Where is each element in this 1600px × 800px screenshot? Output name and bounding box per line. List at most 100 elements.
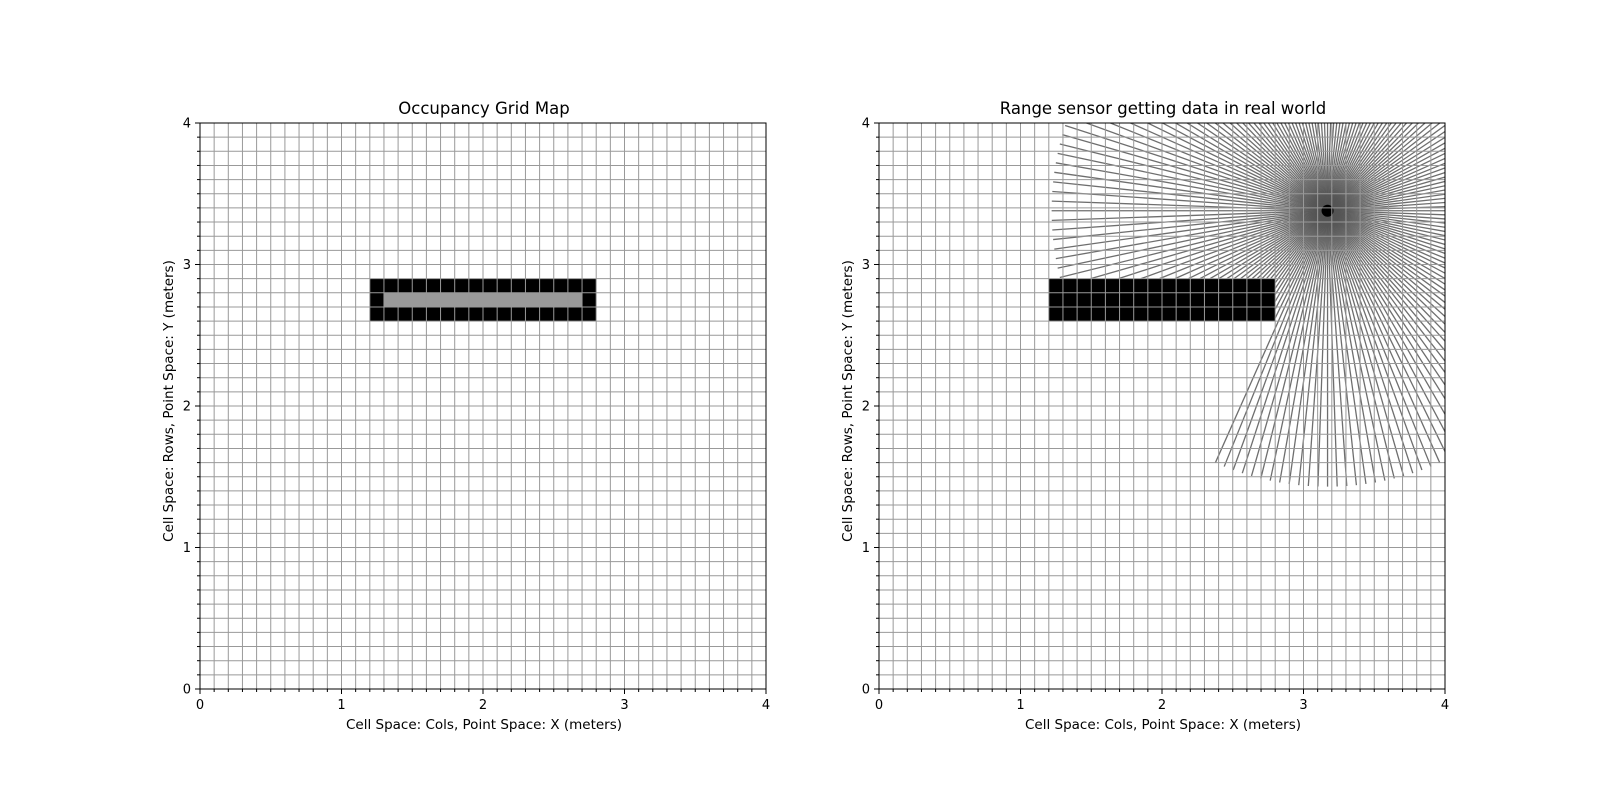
sensor-ray [1326,123,1335,211]
sensor-ray [1327,123,1414,212]
sensor-ray [1229,123,1328,212]
y-tick-label: 3 [183,258,191,273]
sensor-ray [1327,171,1445,212]
sensor-ray [1327,210,1445,400]
sensor-ray [1327,210,1445,233]
sensor-ray [1327,210,1445,250]
sensor-ray [1323,123,1329,211]
x-tick-label: 2 [1158,698,1166,713]
sensor-ray [1055,162,1328,212]
sensor-ray [1276,123,1329,212]
sensor-ray [1326,210,1338,487]
y-tick-label: 4 [862,117,870,132]
sensor-ray [1327,123,1420,212]
x-tick-label: 3 [1299,698,1307,713]
sensor-ray [1054,171,1328,212]
sensor-ray [1326,210,1445,433]
sensor-ray [1327,123,1403,212]
sensor-ray [1326,210,1432,467]
ticks [874,122,1446,694]
sensor-ray [1326,123,1361,211]
plot-area: 0 1 2 3 4 0 1 2 3 4 [183,117,770,714]
sensor-ray [1284,123,1329,212]
sensor-ray [1327,180,1445,212]
x-axis-label: Cell Space: Cols, Point Space: X (meters… [346,717,622,733]
sensor-ray [1241,210,1329,474]
sensor-ray [1327,147,1445,212]
sensor-ray [1235,123,1329,212]
sensor-ray [1054,210,1328,250]
sensor-ray [1326,210,1405,477]
sensor-ray [1128,123,1328,212]
chart-title: Range sensor getting data in real world [1000,99,1326,118]
sensor-ray [1327,176,1445,212]
sensor-ray [1214,210,1329,464]
sensor-ray [1327,123,1434,212]
sensor-ray [1326,210,1367,485]
sensor-ray [1247,123,1329,212]
sensor-ray [1161,123,1328,212]
sensor-ray [1327,210,1445,297]
sensor-ray [1326,123,1372,212]
plot-content [200,123,766,689]
sensor-ray [1291,123,1329,211]
sensor-ray [1223,210,1329,467]
sensor-ray [1327,210,1445,259]
sensor-ray [1327,123,1408,212]
sensor-ray [1327,157,1445,212]
sensor-ray [1287,123,1329,211]
y-tick-label: 4 [183,117,191,132]
sensor-ray [1327,210,1445,220]
sensor-ray [1327,210,1445,318]
sensor-ray [1258,123,1329,212]
sensor-ray [1327,210,1445,274]
y-tick-label: 0 [862,683,870,698]
sensor-ray [1327,152,1445,212]
sensor-ray [1327,123,1384,212]
grid [879,123,1445,689]
sensor-ray [1326,210,1377,483]
sensor-ray [1327,210,1445,387]
x-tick-label: 4 [1441,698,1449,713]
sensor-ray [1327,123,1441,212]
sensor-ray [1305,123,1329,211]
x-tick-label: 0 [875,698,883,713]
sensor-ray [1317,210,1329,487]
sensor-ray [1084,123,1328,212]
sensor-ray [1205,123,1328,212]
sensor-ray [1059,143,1328,212]
sensor-ray [1327,210,1445,264]
sensor-ray [1326,210,1348,487]
sensor-ray [1221,123,1328,212]
sensor-ray [1051,200,1328,212]
sensor-ray [1327,210,1445,374]
sensor-ray [1327,123,1426,212]
x-tick-label: 2 [479,698,487,713]
sensor-ray [1327,210,1445,237]
sensor-ray [1280,123,1329,212]
sensor-ray [1327,210,1445,304]
y-tick-label: 2 [862,400,870,415]
sensor-ray [1327,130,1445,212]
sensor-ray [1326,210,1358,486]
x-tick-label: 1 [1016,698,1024,713]
sensor-ray [1267,123,1329,212]
sensor-ray [1327,205,1445,212]
sensor-ray [1174,123,1328,212]
sensor-ray [1327,210,1445,363]
range-sensor-panel: Range sensor getting data in real world … [840,99,1449,733]
sensor-ray [1146,123,1328,212]
sensor-ray [1327,142,1445,212]
sensor-ray [1327,210,1445,280]
sensor-ray [1326,123,1364,211]
sensor-ray [1327,210,1445,246]
occupancy-grid-panel: Occupancy Grid Map 0 1 2 3 4 0 1 2 3 4 Cell Space… [161,99,770,733]
sensor-ray [1232,210,1329,471]
sensor-ray [1327,193,1445,212]
ticks [195,122,767,694]
sensor-ray [1326,210,1414,474]
sensor-ray [1057,210,1328,269]
sensor-ray [1241,123,1329,212]
grid [200,123,766,689]
y-tick-label: 2 [183,400,191,415]
